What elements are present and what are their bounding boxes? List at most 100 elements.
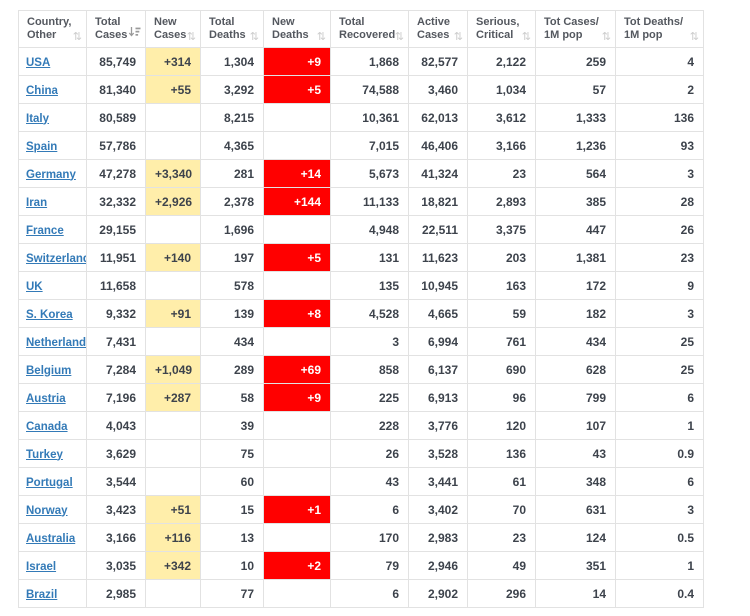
country-link[interactable]: Israel — [26, 560, 57, 573]
total-cases-cell: 3,423 — [86, 495, 146, 524]
col-header-deaths-per-1m[interactable]: Tot Deaths/ 1M pop ⇅ — [615, 10, 704, 48]
country-link[interactable]: Spain — [26, 140, 58, 153]
col-header-new-deaths[interactable]: New Deaths ⇅ — [263, 10, 331, 48]
cases-per-1m-cell: 631 — [535, 495, 616, 524]
serious-critical-cell: 203 — [467, 243, 536, 272]
col-header-label: Deaths — [209, 29, 246, 41]
cases-per-1m-cell: 799 — [535, 383, 616, 412]
new-deaths-cell — [263, 327, 331, 356]
country-link[interactable]: China — [26, 84, 58, 97]
total-cases-cell: 9,332 — [86, 299, 146, 328]
col-header-total-deaths[interactable]: Total Deaths ⇅ — [200, 10, 264, 48]
new-cases-cell — [145, 411, 201, 440]
total-recovered-cell: 3 — [330, 327, 409, 356]
serious-critical-cell: 120 — [467, 411, 536, 440]
new-cases-cell: +287 — [145, 383, 201, 412]
total-deaths-cell: 197 — [200, 243, 264, 272]
total-cases-cell: 3,544 — [86, 467, 146, 496]
country-link[interactable]: Portugal — [26, 476, 73, 489]
col-header-label: Cases — [154, 29, 187, 41]
col-header-total-cases[interactable]: Total Cases — [86, 10, 146, 48]
col-header-label: Country, — [27, 16, 72, 28]
country-link[interactable]: UK — [26, 280, 43, 293]
total-cases-cell: 7,196 — [86, 383, 146, 412]
new-cases-cell — [145, 215, 201, 244]
total-recovered-cell: 6 — [330, 579, 409, 608]
country-link[interactable]: Switzerland — [26, 252, 87, 265]
deaths-per-1m-cell: 1 — [615, 411, 704, 440]
table-row: Switzerland 11,951 +140 197 +5 131 11,62… — [18, 243, 704, 272]
active-cases-cell: 6,913 — [408, 383, 468, 412]
total-cases-cell: 7,431 — [86, 327, 146, 356]
country-link[interactable]: Iran — [26, 196, 48, 209]
total-deaths-cell: 75 — [200, 439, 264, 468]
total-recovered-cell: 6 — [330, 495, 409, 524]
country-link[interactable]: Austria — [26, 392, 66, 405]
col-header-label: Tot Deaths/ — [624, 16, 684, 28]
col-header-active-cases[interactable]: Active Cases ⇅ — [408, 10, 468, 48]
total-deaths-cell: 3,292 — [200, 75, 264, 104]
country-link[interactable]: Turkey — [26, 448, 63, 461]
col-header-total-recovered[interactable]: Total Recovered ⇅ — [330, 10, 409, 48]
total-deaths-cell: 60 — [200, 467, 264, 496]
active-cases-cell: 3,776 — [408, 411, 468, 440]
col-header-label: Serious, — [476, 16, 520, 28]
deaths-per-1m-cell: 3 — [615, 495, 704, 524]
new-cases-cell: +342 — [145, 551, 201, 580]
new-cases-cell: +51 — [145, 495, 201, 524]
country-link[interactable]: Canada — [26, 420, 68, 433]
total-deaths-cell: 15 — [200, 495, 264, 524]
active-cases-cell: 11,623 — [408, 243, 468, 272]
total-cases-cell: 3,629 — [86, 439, 146, 468]
table-row: Norway 3,423 +51 15 +1 6 3,402 70 631 3 — [18, 495, 704, 524]
country-link[interactable]: Belgium — [26, 364, 72, 377]
total-recovered-cell: 79 — [330, 551, 409, 580]
deaths-per-1m-cell: 28 — [615, 187, 704, 216]
cases-per-1m-cell: 1,236 — [535, 131, 616, 160]
total-deaths-cell: 289 — [200, 355, 264, 384]
table-row: Germany 47,278 +3,340 281 +14 5,673 41,3… — [18, 159, 704, 188]
active-cases-cell: 62,013 — [408, 103, 468, 132]
active-cases-cell: 18,821 — [408, 187, 468, 216]
sort-desc-active-icon — [128, 26, 141, 42]
new-deaths-cell — [263, 523, 331, 552]
total-cases-cell: 29,155 — [86, 215, 146, 244]
cases-per-1m-cell: 628 — [535, 355, 616, 384]
country-link[interactable]: Brazil — [26, 588, 58, 601]
country-cell: China — [18, 75, 87, 104]
country-cell: France — [18, 215, 87, 244]
col-header-new-cases[interactable]: New Cases ⇅ — [145, 10, 201, 48]
country-link[interactable]: Norway — [26, 504, 68, 517]
country-link[interactable]: Germany — [26, 168, 76, 181]
cases-per-1m-cell: 259 — [535, 47, 616, 76]
country-link[interactable]: USA — [26, 56, 51, 69]
col-header-cases-per-1m[interactable]: Tot Cases/ 1M pop ⇅ — [535, 10, 616, 48]
col-header-serious-critical[interactable]: Serious, Critical ⇅ — [467, 10, 536, 48]
country-cell: Belgium — [18, 355, 87, 384]
country-cell: Netherlands — [18, 327, 87, 356]
country-link[interactable]: Italy — [26, 112, 50, 125]
active-cases-cell: 2,902 — [408, 579, 468, 608]
serious-critical-cell: 61 — [467, 467, 536, 496]
country-cell: Iran — [18, 187, 87, 216]
countries-table-container: Country, Other ⇅ Total Cases — [18, 10, 704, 608]
sort-icon: ⇅ — [394, 31, 404, 43]
total-deaths-cell: 4,365 — [200, 131, 264, 160]
total-cases-cell: 3,035 — [86, 551, 146, 580]
serious-critical-cell: 3,375 — [467, 215, 536, 244]
country-link[interactable]: S. Korea — [26, 308, 73, 321]
serious-critical-cell: 690 — [467, 355, 536, 384]
country-link[interactable]: Netherlands — [26, 336, 87, 349]
total-cases-cell: 7,284 — [86, 355, 146, 384]
serious-critical-cell: 96 — [467, 383, 536, 412]
cases-per-1m-cell: 447 — [535, 215, 616, 244]
active-cases-cell: 4,665 — [408, 299, 468, 328]
deaths-per-1m-cell: 93 — [615, 131, 704, 160]
table-row: Portugal 3,544 60 43 3,441 61 348 6 — [18, 467, 704, 496]
total-deaths-cell: 1,304 — [200, 47, 264, 76]
col-header-country[interactable]: Country, Other ⇅ — [18, 10, 87, 48]
new-cases-cell: +1,049 — [145, 355, 201, 384]
country-link[interactable]: Australia — [26, 532, 76, 545]
country-link[interactable]: France — [26, 224, 64, 237]
total-recovered-cell: 228 — [330, 411, 409, 440]
